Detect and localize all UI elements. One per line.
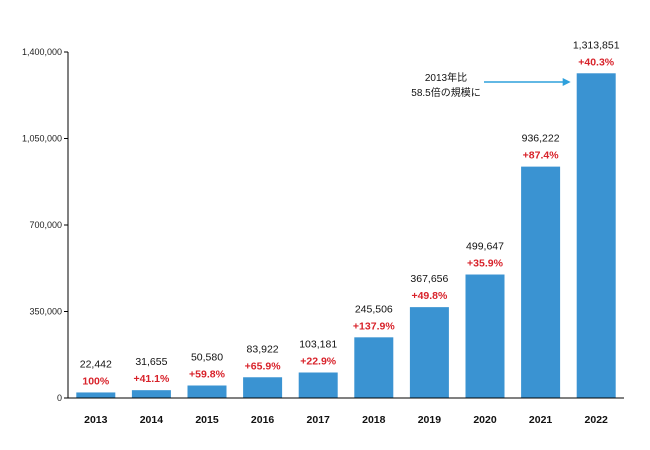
y-tick-label: 350,000 xyxy=(29,307,62,317)
bar xyxy=(131,390,171,398)
bar xyxy=(465,274,505,398)
bar xyxy=(354,337,394,398)
x-tick-label: 2014 xyxy=(140,414,164,426)
bar xyxy=(187,385,227,398)
bar xyxy=(576,73,616,398)
bar xyxy=(298,372,338,398)
growth-label: +59.8% xyxy=(189,368,226,380)
x-tick-label: 2017 xyxy=(307,414,331,426)
bar xyxy=(76,392,116,398)
growth-label: +35.9% xyxy=(467,258,504,270)
bar xyxy=(521,166,561,398)
annotation-arrow-head xyxy=(562,78,571,86)
x-tick-label: 2018 xyxy=(362,414,386,426)
x-tick-label: 2013 xyxy=(84,414,108,426)
value-label: 367,656 xyxy=(410,273,448,285)
value-label: 83,922 xyxy=(247,343,279,355)
x-axis-ticks: 2013 2014 2015 2016 2017 2018 2019 2020 2021 2022 xyxy=(84,414,608,426)
growth-label: +41.1% xyxy=(133,373,170,385)
value-label: 103,181 xyxy=(299,338,337,350)
value-label: 499,647 xyxy=(466,241,504,253)
annotation-line-1: 2013年比 xyxy=(425,71,467,84)
x-tick-label: 2016 xyxy=(251,414,275,426)
x-tick-label: 2021 xyxy=(529,414,553,426)
value-label: 245,506 xyxy=(355,303,393,315)
x-tick-label: 2022 xyxy=(585,414,609,426)
annotation: 2013年比 58.5倍の規模に xyxy=(411,71,571,99)
x-tick-label: 2019 xyxy=(418,414,442,426)
y-tick-label: 0 xyxy=(57,393,62,403)
growth-label: +49.8% xyxy=(411,290,448,302)
value-label: 1,313,851 xyxy=(573,39,620,51)
axes xyxy=(67,52,624,399)
bar xyxy=(409,307,449,398)
y-axis-ticks: 0 350,000 700,000 1,050,000 1,400,000 xyxy=(22,47,68,403)
growth-label: +137.9% xyxy=(353,320,395,332)
annotation-line-2: 58.5倍の規模に xyxy=(411,86,480,99)
growth-label: 100% xyxy=(82,375,110,387)
x-tick-label: 2020 xyxy=(473,414,497,426)
y-tick-label: 1,050,000 xyxy=(22,134,62,144)
y-tick-label: 1,400,000 xyxy=(22,47,62,57)
growth-label: +65.9% xyxy=(245,360,282,372)
bars xyxy=(76,73,616,398)
growth-label: +87.4% xyxy=(523,150,560,162)
growth-labels: 100% +41.1% +59.8% +65.9% +22.9% +137.9% +49.8… xyxy=(82,56,614,387)
value-label: 31,655 xyxy=(135,356,167,368)
value-labels: 22,442 31,655 50,580 83,922 103,181 245,506 36… xyxy=(80,39,620,370)
growth-label: +22.9% xyxy=(300,355,337,367)
value-label: 936,222 xyxy=(522,133,560,145)
bar xyxy=(243,377,283,398)
y-tick-label: 700,000 xyxy=(29,220,62,230)
x-tick-label: 2015 xyxy=(195,414,219,426)
growth-label: +40.3% xyxy=(578,56,615,68)
value-label: 50,580 xyxy=(191,351,223,363)
value-label: 22,442 xyxy=(80,358,112,370)
